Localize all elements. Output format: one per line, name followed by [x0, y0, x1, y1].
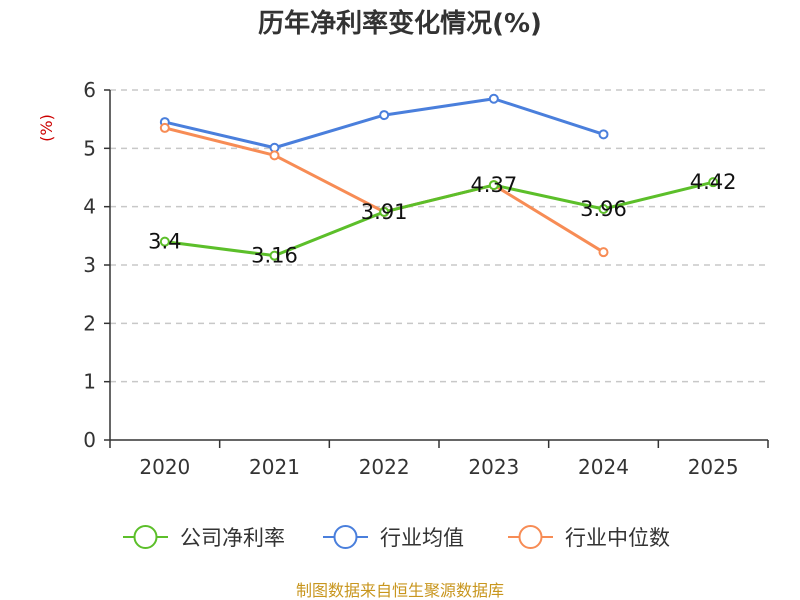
data-label: 3.4 [148, 230, 181, 254]
y-tick-label: 2 [83, 311, 96, 335]
x-tick-label: 2024 [578, 455, 629, 479]
data-label: 3.16 [251, 244, 298, 268]
y-tick-label: 4 [83, 195, 96, 219]
axes [104, 89, 769, 448]
source-note: 制图数据来自恒生聚源数据库 [296, 581, 504, 600]
series-line [164, 180, 714, 258]
data-point [159, 236, 170, 247]
data-point [708, 177, 719, 188]
data-label: 4.37 [470, 173, 517, 197]
data-labels: 3.4 3.16 3.91 4.37 3.96 4.42 [148, 170, 736, 267]
series-lines [159, 93, 719, 261]
legend-marker [518, 525, 543, 549]
data-point [598, 129, 609, 140]
x-tick-label: 2025 [688, 455, 739, 479]
data-point [598, 204, 609, 214]
y-tick-labels: 0 1 2 3 4 5 6 [83, 78, 96, 452]
data-point [488, 180, 499, 191]
series-line [164, 97, 604, 150]
data-label: 4.42 [690, 170, 737, 194]
series-line [164, 126, 605, 254]
data-point [159, 122, 170, 133]
x-tick-label: 2020 [139, 455, 190, 479]
data-point [379, 110, 390, 121]
data-point [488, 93, 499, 104]
x-tick-label: 2023 [468, 455, 519, 479]
y-tick-label: 3 [83, 253, 96, 277]
y-tick-label: 5 [83, 136, 96, 160]
chart-title: 历年净利率变化情况(%) [258, 8, 542, 39]
legend-marker [333, 525, 358, 549]
legend[interactable]: 公司净利率 行业均值 行业中位数 [123, 525, 670, 550]
legend-label: 行业中位数 [565, 526, 670, 550]
legend-label: 行业均值 [380, 526, 464, 550]
y-tick-label: 1 [83, 370, 96, 394]
x-tick-labels: 2020 2021 2022 2023 2024 2025 [139, 455, 738, 479]
data-label: 3.91 [361, 200, 408, 224]
legend-marker [133, 525, 158, 549]
data-label: 3.96 [580, 197, 627, 221]
legend-label: 公司净利率 [180, 526, 285, 550]
y-axis-label: (%) [37, 114, 56, 142]
data-point [379, 206, 390, 217]
y-tick-label: 6 [83, 78, 96, 102]
x-tick-label: 2022 [359, 455, 410, 479]
data-point [269, 150, 280, 161]
x-tick-label: 2021 [249, 455, 300, 479]
data-point [269, 250, 280, 261]
y-tick-label: 0 [83, 428, 96, 452]
data-point [598, 247, 609, 258]
